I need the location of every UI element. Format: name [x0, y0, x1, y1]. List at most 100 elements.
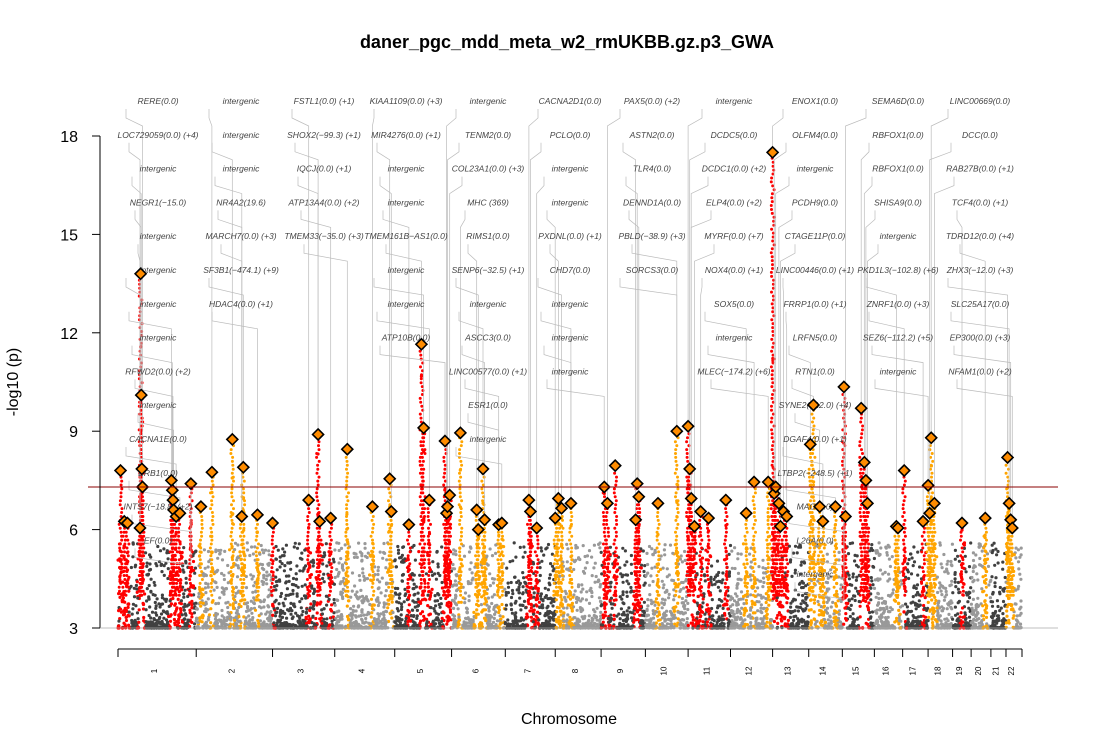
snp-point [680, 601, 684, 605]
snp-point [180, 620, 185, 624]
snp-point [465, 610, 469, 614]
snp-point [280, 554, 284, 558]
snp-point [433, 622, 438, 626]
snp-point [399, 613, 403, 617]
snp-point [355, 590, 359, 594]
snp-point [532, 608, 536, 612]
snp-point [121, 596, 125, 600]
snp-point [319, 616, 324, 620]
snp-point [598, 619, 602, 623]
snp-point [177, 613, 181, 617]
snp-point [350, 589, 354, 593]
snp-point [162, 616, 166, 620]
snp-point [575, 608, 579, 612]
snp-point [352, 555, 357, 560]
snp-point [487, 605, 491, 609]
snp-point [127, 610, 131, 614]
snp-point [761, 576, 766, 580]
snp-point [250, 545, 254, 549]
snp-point [511, 559, 515, 563]
snp-point [597, 596, 602, 600]
snp-point [376, 617, 380, 621]
snp-point [369, 622, 373, 626]
snp-point [250, 577, 254, 581]
snp-point [144, 608, 148, 612]
snp-point [463, 622, 467, 626]
snp-point [492, 607, 496, 612]
snp-point [150, 610, 155, 614]
snp-point [268, 614, 272, 618]
snp-point [367, 611, 371, 616]
snp-point [206, 565, 210, 569]
snp-point [611, 602, 615, 606]
snp-point [407, 610, 411, 614]
snp-point [748, 552, 752, 556]
snp-point [527, 602, 531, 606]
snp-point [226, 581, 230, 585]
snp-point [301, 609, 305, 614]
snp-point [660, 579, 664, 583]
snp-point [242, 563, 247, 568]
snp-point [433, 594, 437, 598]
snp-point [748, 613, 752, 617]
snp-point [410, 608, 415, 612]
snp-point [173, 621, 177, 625]
snp-point [266, 595, 270, 599]
snp-point [228, 603, 232, 607]
snp-point [248, 618, 252, 622]
snp-point [182, 595, 186, 599]
snp-point [590, 555, 594, 559]
snp-point [730, 566, 734, 570]
snp-point [731, 609, 735, 614]
snp-point [167, 604, 171, 609]
snp-point [590, 574, 594, 578]
snp-point [321, 576, 325, 581]
snp-point [150, 620, 154, 624]
snp-point [412, 582, 416, 586]
snp-point [321, 562, 325, 566]
snp-point [718, 589, 722, 593]
snp-point [297, 542, 301, 546]
snp-point [160, 570, 164, 574]
snp-point [211, 599, 215, 603]
snp-point [775, 598, 779, 603]
snp-point [186, 619, 191, 623]
snp-point [289, 612, 293, 616]
snp-point [284, 581, 288, 585]
snp-point [548, 609, 552, 614]
snp-point [376, 596, 380, 600]
snp-point [350, 616, 354, 621]
snp-point [739, 625, 743, 630]
snp-point [603, 604, 607, 608]
snp-point [260, 548, 264, 552]
snp-point [420, 610, 425, 614]
snp-point [534, 614, 538, 618]
snp-point [245, 548, 250, 552]
snp-point [154, 611, 158, 615]
snp-point [382, 541, 386, 546]
snp-point [132, 595, 137, 599]
snp-point [545, 613, 549, 617]
snp-point [726, 585, 730, 590]
snp-point [629, 562, 634, 566]
snp-point [462, 554, 467, 558]
snp-point [177, 617, 181, 622]
snp-point [490, 601, 494, 606]
snp-point [691, 618, 695, 622]
snp-point [599, 550, 603, 555]
snp-point [335, 541, 339, 545]
snp-point [398, 592, 402, 596]
snp-point [411, 620, 415, 624]
snp-point [303, 583, 307, 587]
snp-point [632, 618, 636, 622]
snp-point [565, 606, 569, 610]
snp-point [540, 549, 544, 553]
snp-point [388, 611, 392, 615]
snp-point [497, 610, 501, 615]
snp-point [288, 606, 293, 611]
snp-point [315, 611, 319, 615]
snp-point [705, 620, 710, 624]
snp-point [682, 618, 686, 622]
snp-point [190, 612, 194, 616]
snp-point [360, 599, 364, 603]
